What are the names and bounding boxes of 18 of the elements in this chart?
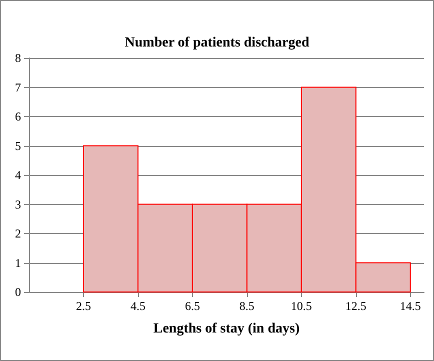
- chart-title: Number of patients discharged: [124, 36, 310, 50]
- x-axis-title: Lengths of stay (in days): [153, 322, 300, 336]
- y-tick-label: 8: [15, 51, 21, 65]
- y-tick-label: 1: [15, 256, 21, 270]
- x-tick-label: 2.5: [76, 299, 91, 313]
- x-tick-label: 4.5: [130, 299, 146, 313]
- x-tick-label: 8.5: [239, 299, 254, 313]
- y-tick-label: 4: [15, 168, 21, 182]
- y-tick-label: 7: [15, 80, 21, 94]
- x-tick-label: 6.5: [184, 299, 200, 313]
- x-tick-label: 14.5: [400, 299, 421, 313]
- y-tick-label: 3: [15, 197, 21, 212]
- y-tick-label: 0: [15, 285, 21, 299]
- y-tick-label: 2: [15, 226, 21, 240]
- y-tick-label: 5: [15, 138, 21, 153]
- x-tick-label: 10.5: [290, 299, 312, 313]
- x-tick-label: 12.5: [345, 299, 366, 313]
- y-tick-label: 6: [15, 110, 21, 124]
